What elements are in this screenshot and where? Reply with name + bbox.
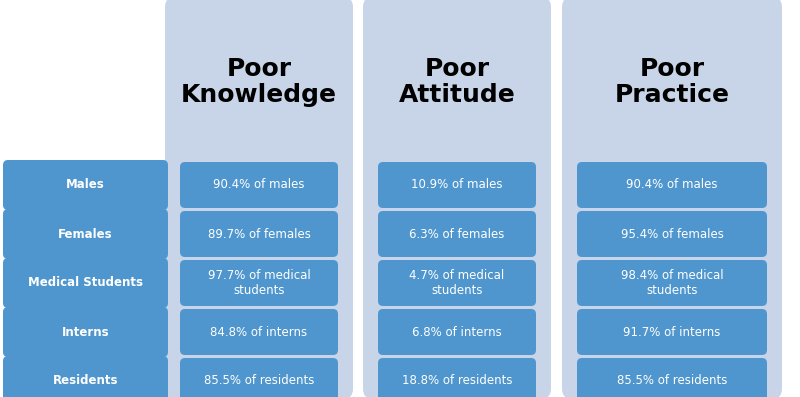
Text: 89.7% of females: 89.7% of females [207,227,310,241]
Text: Poor
Practice: Poor Practice [614,57,730,107]
Text: 6.3% of females: 6.3% of females [410,227,505,241]
Text: 85.5% of residents: 85.5% of residents [204,374,314,387]
Text: Medical Students: Medical Students [28,276,143,289]
Text: 18.8% of residents: 18.8% of residents [402,374,512,387]
FancyBboxPatch shape [3,160,168,210]
FancyBboxPatch shape [3,258,168,308]
FancyBboxPatch shape [180,211,338,257]
FancyBboxPatch shape [577,211,767,257]
FancyBboxPatch shape [180,260,338,306]
FancyBboxPatch shape [3,209,168,259]
FancyBboxPatch shape [378,162,536,208]
Text: 97.7% of medical
students: 97.7% of medical students [208,269,310,297]
FancyBboxPatch shape [378,309,536,355]
Text: 91.7% of interns: 91.7% of interns [623,326,721,339]
Text: 85.5% of residents: 85.5% of residents [617,374,727,387]
FancyBboxPatch shape [3,307,168,357]
FancyBboxPatch shape [180,162,338,208]
FancyBboxPatch shape [378,211,536,257]
FancyBboxPatch shape [577,358,767,397]
FancyBboxPatch shape [577,260,767,306]
Text: 4.7% of medical
students: 4.7% of medical students [410,269,505,297]
Text: Residents: Residents [53,374,118,387]
Text: Poor
Knowledge: Poor Knowledge [181,57,337,107]
Text: 90.4% of males: 90.4% of males [214,179,305,191]
FancyBboxPatch shape [378,260,536,306]
FancyBboxPatch shape [378,358,536,397]
Text: 6.8% of interns: 6.8% of interns [412,326,502,339]
Text: 10.9% of males: 10.9% of males [411,179,502,191]
FancyBboxPatch shape [363,0,551,397]
FancyBboxPatch shape [562,0,782,397]
Text: 84.8% of interns: 84.8% of interns [210,326,307,339]
Text: Males: Males [66,179,105,191]
FancyBboxPatch shape [180,358,338,397]
FancyBboxPatch shape [577,309,767,355]
Text: 95.4% of females: 95.4% of females [621,227,723,241]
Text: Interns: Interns [62,326,110,339]
Text: Females: Females [58,227,113,241]
FancyBboxPatch shape [577,162,767,208]
Text: Poor
Attitude: Poor Attitude [398,57,515,107]
FancyBboxPatch shape [165,0,353,397]
Text: 90.4% of males: 90.4% of males [626,179,718,191]
FancyBboxPatch shape [180,309,338,355]
FancyBboxPatch shape [3,356,168,397]
Text: 98.4% of medical
students: 98.4% of medical students [621,269,723,297]
